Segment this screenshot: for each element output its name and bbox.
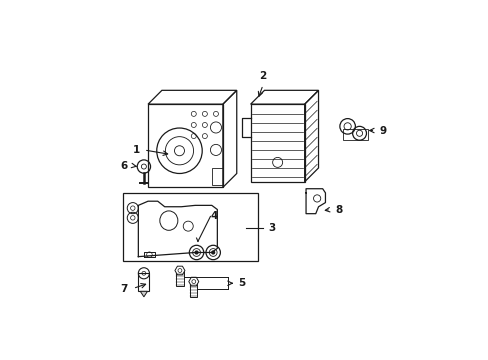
Text: 2: 2 [259, 71, 266, 81]
Polygon shape [175, 266, 184, 275]
Text: 7: 7 [120, 284, 127, 293]
Text: 4: 4 [210, 211, 217, 221]
Polygon shape [188, 277, 198, 286]
Text: 6: 6 [120, 161, 127, 171]
Bar [123, 193, 257, 261]
Text: 5: 5 [238, 278, 245, 288]
Bar [176, 270, 183, 286]
Circle shape [211, 251, 214, 254]
Bar [190, 282, 197, 297]
Text: 9: 9 [379, 126, 386, 135]
Circle shape [195, 251, 198, 254]
Bar [148, 104, 223, 187]
Bar [250, 104, 304, 182]
Text: 3: 3 [268, 222, 275, 233]
Bar [138, 273, 149, 291]
Bar [211, 168, 223, 185]
Text: 1: 1 [132, 145, 140, 155]
Polygon shape [140, 291, 147, 297]
Bar [343, 129, 367, 140]
Text: 8: 8 [334, 204, 342, 215]
